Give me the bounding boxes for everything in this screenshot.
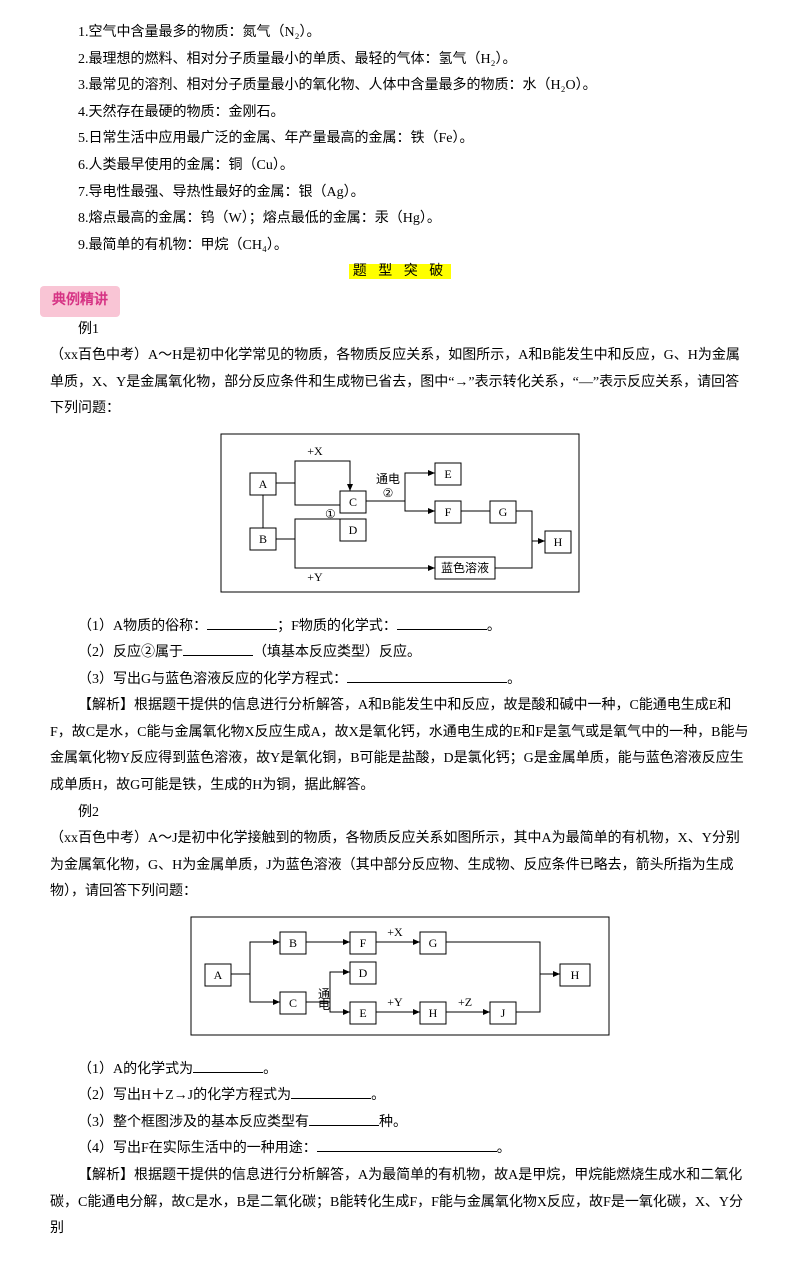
ex1-q1-b: ；F物质的化学式：	[277, 619, 397, 634]
svg-text:+X: +X	[387, 925, 403, 939]
svg-text:G: G	[429, 936, 438, 950]
fact-5: 5.日常生活中应用最广泛的金属、年产量最高的金属：铁（Fe）。	[50, 126, 750, 153]
fact-1: 1.空气中含量最多的物质：氮气（N₂）。	[50, 20, 750, 47]
ex2-q2-a: （2）写出H＋Z→J的化学方程式为	[78, 1088, 291, 1103]
svg-text:E: E	[359, 1006, 366, 1020]
svg-text:H: H	[571, 968, 580, 982]
svg-text:H: H	[554, 535, 563, 549]
fact-9: 9.最简单的有机物：甲烷（CH₄）。	[50, 233, 750, 260]
blank	[317, 1151, 497, 1152]
ex2-analysis: 【解析】根据题干提供的信息进行分析解答，A为最简单的有机物，故A是甲烷，甲烷能燃…	[50, 1163, 750, 1243]
ex2-q3-a: （3）整个框图涉及的基本反应类型有	[78, 1115, 309, 1130]
blank	[309, 1125, 379, 1126]
fact-3: 3.最常见的溶剂、相对分子质量最小的氧化物、人体中含量最多的物质：水（H₂O）。	[50, 73, 750, 100]
ex2-q3-b: 种。	[379, 1115, 407, 1130]
ex1-q2-b: （填基本反应类型）反应。	[253, 645, 421, 660]
ex1-q2: （2）反应②属于 （填基本反应类型）反应。	[50, 640, 750, 667]
diagram-2: A B C 通 电 D E F +X G +Y H +Z J H	[50, 916, 750, 1047]
ex1-q3-b: 。	[507, 672, 521, 687]
svg-text:+X: +X	[307, 444, 323, 458]
fact-8: 8.熔点最高的金属：钨（W）；熔点最低的金属：汞（Hg）。	[50, 206, 750, 233]
svg-text:②: ②	[383, 486, 394, 500]
svg-text:D: D	[359, 966, 368, 980]
svg-text:F: F	[445, 505, 452, 519]
svg-text:B: B	[289, 936, 297, 950]
ex1-q3-a: （3）写出G与蓝色溶液反应的化学方程式：	[78, 672, 347, 687]
svg-text:A: A	[259, 477, 268, 491]
blank	[347, 682, 507, 683]
section-banner-row: 题 型 突 破	[50, 259, 750, 286]
blank	[193, 1072, 263, 1073]
diagram-1: A B +X ① +Y C D 通电 ② E F G 蓝色溶液 H	[50, 433, 750, 604]
svg-text:A: A	[214, 968, 223, 982]
facts-list: 1.空气中含量最多的物质：氮气（N₂）。 2.最理想的燃料、相对分子质量最小的单…	[50, 20, 750, 259]
svg-text:F: F	[360, 936, 367, 950]
example-1-label: 例1	[50, 317, 750, 344]
svg-text:蓝色溶液: 蓝色溶液	[441, 560, 489, 575]
svg-text:C: C	[349, 495, 357, 509]
ex2-q2: （2）写出H＋Z→J的化学方程式为 。	[50, 1083, 750, 1110]
svg-text:B: B	[259, 532, 267, 546]
example-badge: 典例精讲	[40, 286, 120, 317]
blank	[291, 1098, 371, 1099]
fact-7: 7.导电性最强、导热性最好的金属：银（Ag）。	[50, 180, 750, 207]
example-1-stem: （xx百色中考）A～H是初中化学常见的物质，各物质反应关系，如图所示，A和B能发…	[50, 343, 750, 423]
svg-text:电: 电	[318, 998, 330, 1012]
svg-text:通电: 通电	[376, 472, 400, 486]
ex1-q3: （3）写出G与蓝色溶液反应的化学方程式： 。	[50, 667, 750, 694]
example-2-label: 例2	[50, 800, 750, 827]
ex2-q4-a: （4）写出F在实际生活中的一种用途：	[78, 1141, 317, 1156]
badge-row: 典例精讲	[50, 286, 750, 317]
ex2-q3: （3）整个框图涉及的基本反应类型有 种。	[50, 1110, 750, 1137]
svg-text:D: D	[349, 523, 358, 537]
blank	[183, 655, 253, 656]
example-2-stem: （xx百色中考）A～J是初中化学接触到的物质，各物质反应关系如图所示，其中A为最…	[50, 826, 750, 906]
ex2-q4-b: 。	[497, 1141, 511, 1156]
fact-2: 2.最理想的燃料、相对分子质量最小的单质、最轻的气体：氢气（H₂）。	[50, 47, 750, 74]
svg-text:+Y: +Y	[307, 570, 323, 584]
ex1-q1-c: 。	[487, 619, 501, 634]
blank	[397, 629, 487, 630]
ex2-q4: （4）写出F在实际生活中的一种用途： 。	[50, 1136, 750, 1163]
svg-text:E: E	[444, 467, 451, 481]
svg-text:+Z: +Z	[458, 995, 472, 1009]
fact-4: 4.天然存在最硬的物质：金刚石。	[50, 100, 750, 127]
svg-text:G: G	[499, 505, 508, 519]
svg-text:J: J	[501, 1006, 506, 1020]
ex2-q1-a: （1）A的化学式为	[78, 1062, 193, 1077]
ex1-q2-a: （2）反应②属于	[78, 645, 183, 660]
ex2-q2-b: 。	[371, 1088, 385, 1103]
ex1-q1: （1）A物质的俗称： ；F物质的化学式： 。	[50, 614, 750, 641]
ex1-analysis: 【解析】根据题干提供的信息进行分析解答，A和B能发生中和反应，故是酸和碱中一种，…	[50, 693, 750, 799]
svg-text:H: H	[429, 1006, 438, 1020]
section-banner: 题 型 突 破	[349, 264, 452, 279]
ex1-q1-a: （1）A物质的俗称：	[78, 619, 207, 634]
fact-6: 6.人类最早使用的金属：铜（Cu）。	[50, 153, 750, 180]
blank	[207, 629, 277, 630]
svg-text:+Y: +Y	[387, 995, 403, 1009]
ex2-q1-b: 。	[263, 1062, 277, 1077]
ex2-q1: （1）A的化学式为 。	[50, 1057, 750, 1084]
svg-text:C: C	[289, 996, 297, 1010]
